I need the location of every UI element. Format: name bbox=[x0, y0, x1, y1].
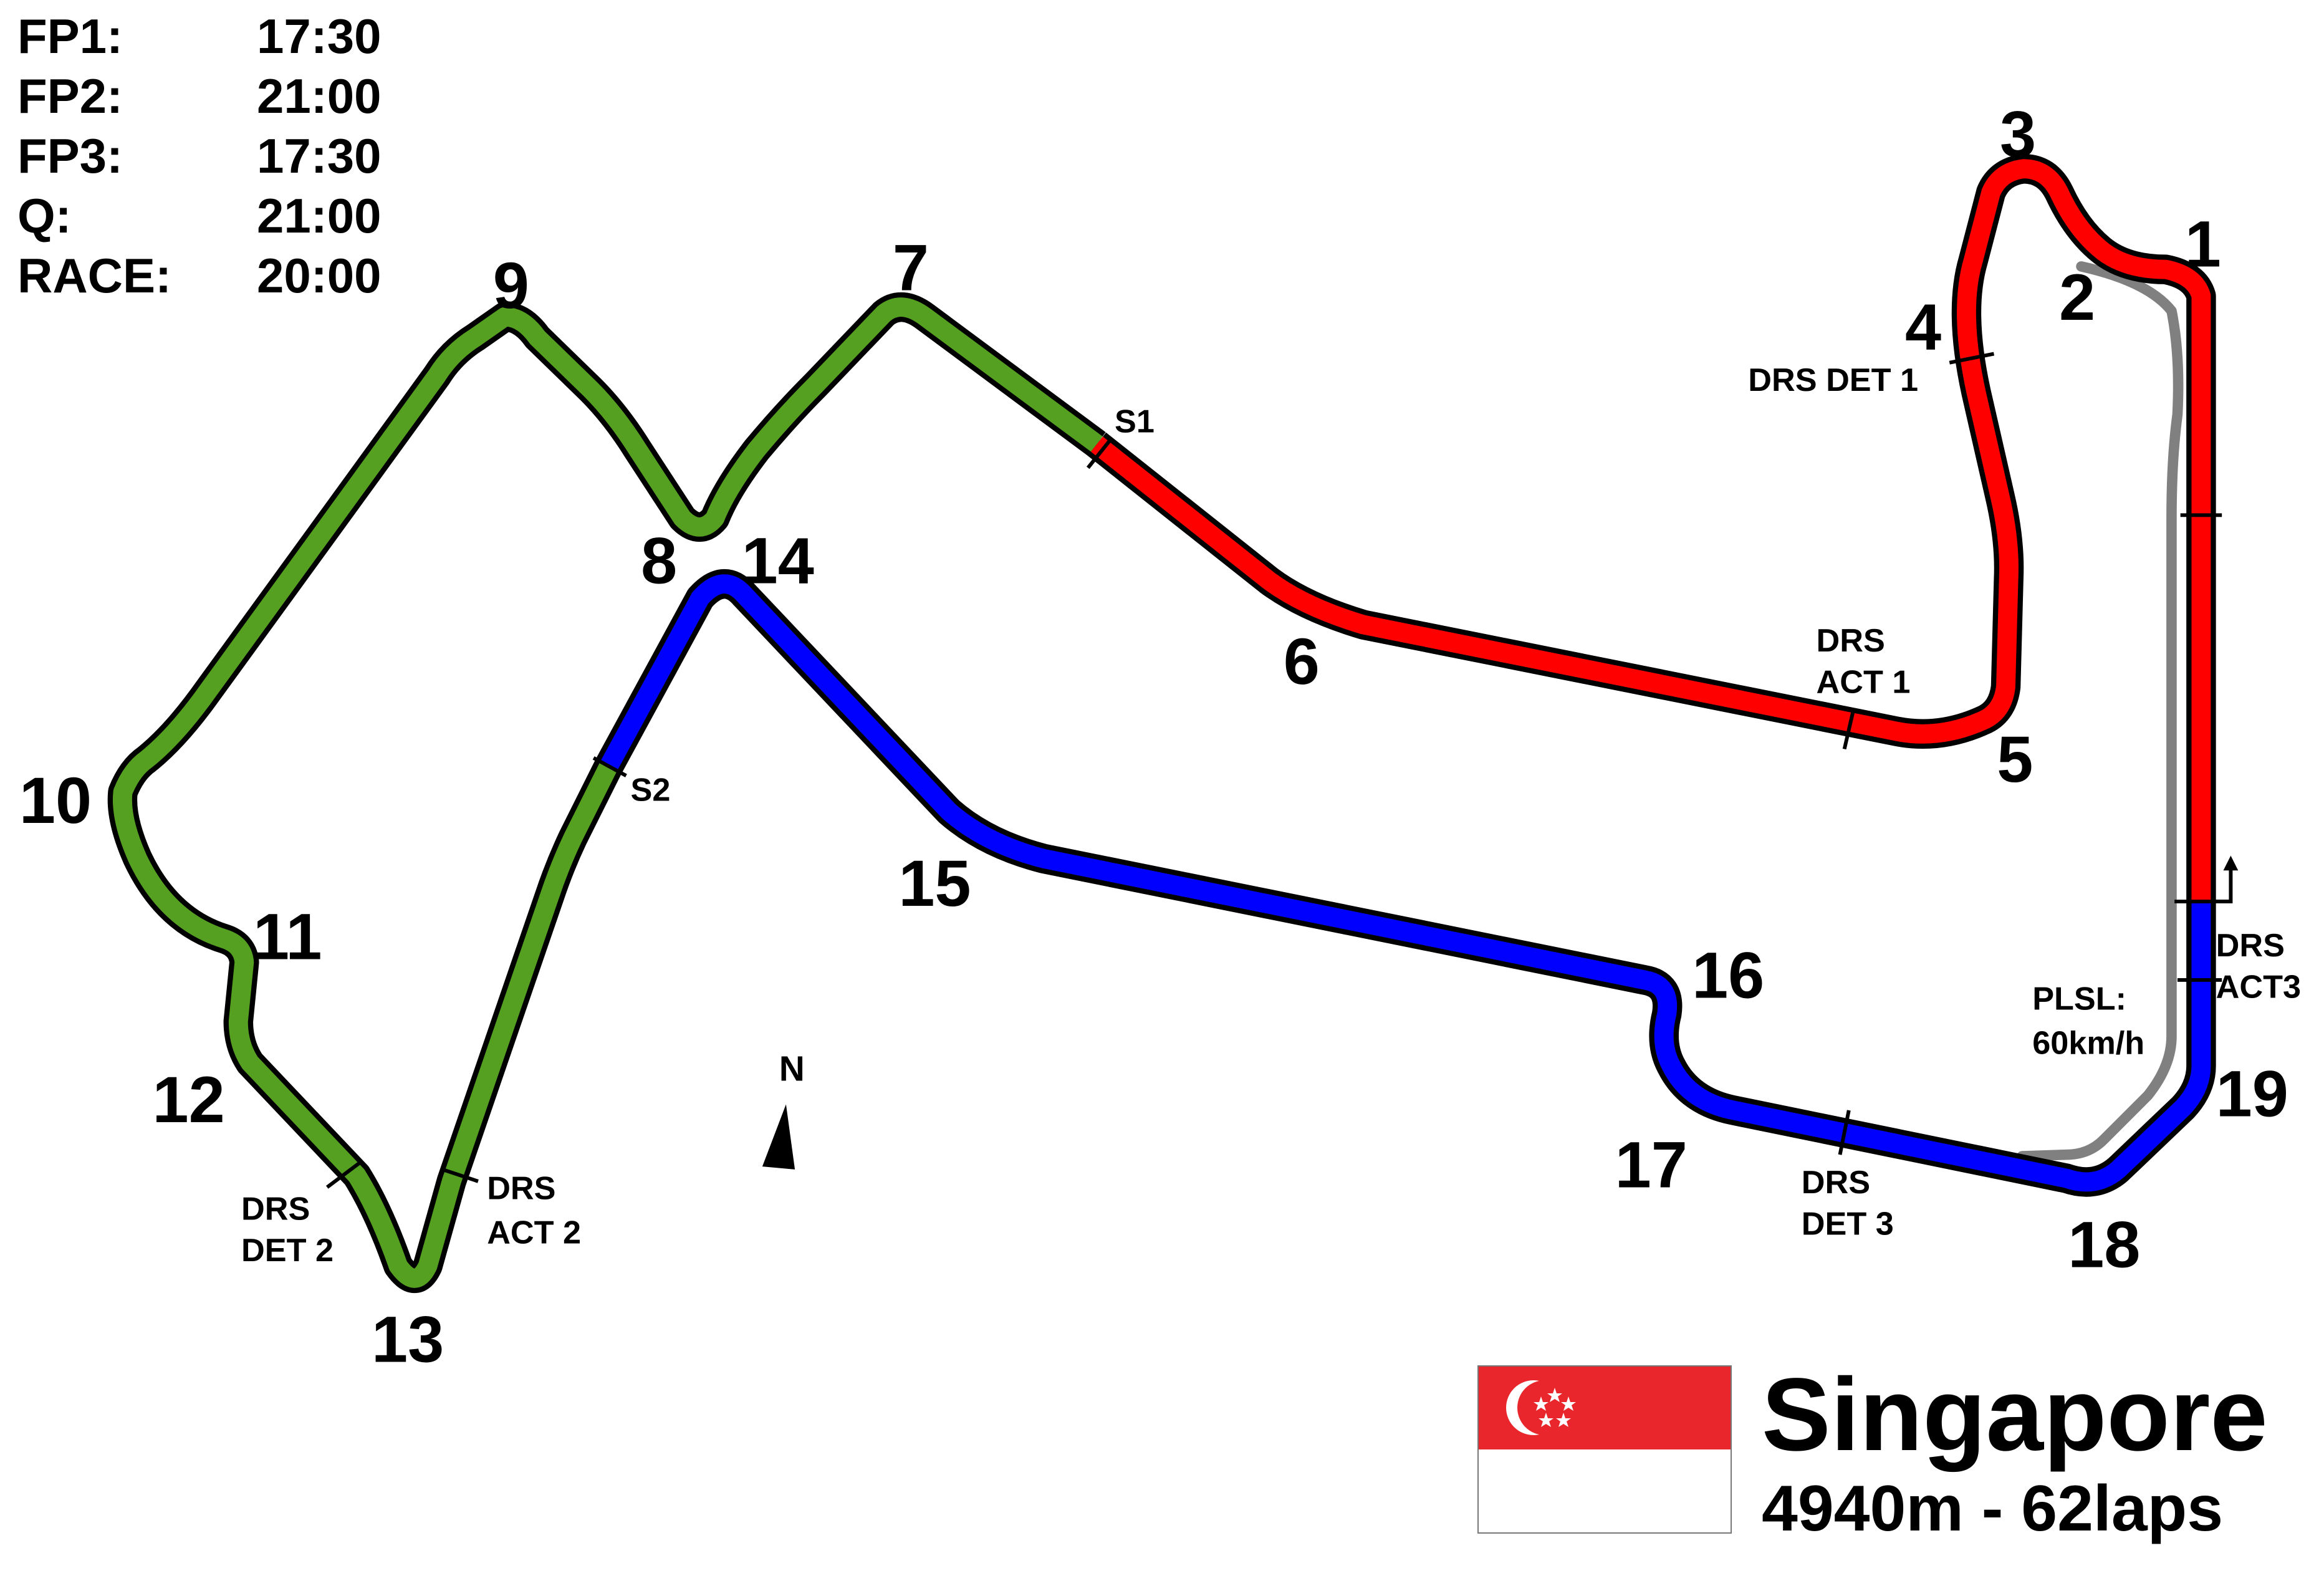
session-label: FP2: bbox=[17, 69, 123, 123]
circuit-name: Singapore bbox=[1762, 1357, 2268, 1473]
turn-label-1: 1 bbox=[2185, 208, 2221, 281]
north-arrow-icon bbox=[762, 1104, 795, 1170]
turn-label-8: 8 bbox=[641, 525, 677, 598]
turn-label-12: 12 bbox=[153, 1064, 225, 1136]
turn-label-7: 7 bbox=[893, 231, 929, 304]
session-time: 21:00 bbox=[257, 188, 382, 243]
north-label: N bbox=[779, 1049, 805, 1088]
session-time: 17:30 bbox=[257, 9, 382, 64]
sector-2-track bbox=[107, 292, 1106, 1293]
session-label: RACE: bbox=[17, 248, 171, 303]
sector-3-track bbox=[595, 569, 2216, 1197]
turn-label-18: 18 bbox=[2068, 1209, 2140, 1282]
turn-label-16: 16 bbox=[1692, 939, 1764, 1012]
drs-det-3-line bbox=[1838, 1110, 1851, 1155]
turn-label-4: 4 bbox=[1905, 291, 1941, 363]
drs-act-2-label-line1: DRS bbox=[487, 1170, 555, 1206]
session-label: FP1: bbox=[17, 9, 123, 64]
drs-det-2-line bbox=[325, 1159, 364, 1189]
turn-label-17: 17 bbox=[1615, 1128, 1688, 1201]
turn-label-19: 19 bbox=[2216, 1057, 2288, 1130]
session-label: Q: bbox=[17, 188, 72, 243]
drs-det-3-label-line2: DET 3 bbox=[1802, 1206, 1894, 1242]
drs-act-1-label-line1: DRS bbox=[1817, 623, 1885, 659]
drs-act-1-label-line2: ACT 1 bbox=[1817, 664, 1911, 700]
drs-det-3-label-line1: DRS bbox=[1802, 1165, 1870, 1201]
drs-act-3-label-line2: ACT3 bbox=[2216, 969, 2301, 1005]
session-time: 17:30 bbox=[257, 128, 382, 183]
start-direction-arrow-icon bbox=[2212, 855, 2239, 904]
pit-limit-label-line2: 60km/h bbox=[2032, 1026, 2144, 1062]
turn-label-14: 14 bbox=[742, 525, 814, 598]
s1-label: S1 bbox=[1115, 403, 1155, 440]
session-time: 20:00 bbox=[257, 248, 382, 303]
turn-label-2: 2 bbox=[2059, 261, 2095, 334]
flag-graphic bbox=[1479, 1367, 1731, 1532]
sector-1-track bbox=[1087, 153, 2216, 903]
turn-label-6: 6 bbox=[1284, 625, 1320, 698]
circuit-length-laps: 4940m - 62laps bbox=[1762, 1473, 2224, 1545]
drs-det-1-line bbox=[1949, 352, 1995, 365]
drs-act-3-label-line1: DRS bbox=[2216, 928, 2285, 964]
turn-label-3: 3 bbox=[2000, 99, 2036, 171]
track-markers bbox=[325, 352, 2231, 1189]
turn-label-10: 10 bbox=[19, 764, 92, 837]
pit-limit-label-line1: PLSL: bbox=[2032, 981, 2126, 1017]
drs-det-1-label: DRS DET 1 bbox=[1748, 362, 1918, 398]
pit-lane bbox=[2017, 261, 2184, 1161]
turn-label-15: 15 bbox=[898, 847, 971, 920]
s1-line bbox=[1086, 437, 1113, 469]
singapore-flag-icon bbox=[1477, 1365, 1732, 1534]
drs-det-2-label-line2: DET 2 bbox=[241, 1233, 334, 1269]
drs-det-2-label-line1: DRS bbox=[241, 1191, 310, 1228]
drs-act-2-line bbox=[442, 1168, 479, 1183]
session-time: 21:00 bbox=[257, 69, 382, 123]
drs-act-1-line bbox=[1842, 710, 1855, 750]
turn-label-13: 13 bbox=[372, 1304, 444, 1377]
drs-act-2-label-line2: ACT 2 bbox=[487, 1215, 581, 1251]
session-label: FP3: bbox=[17, 128, 123, 183]
turn-label-5: 5 bbox=[1997, 723, 2033, 796]
turn-label-11: 11 bbox=[253, 901, 322, 974]
s2-label: S2 bbox=[631, 772, 671, 809]
turn-label-9: 9 bbox=[493, 249, 529, 322]
s2-line bbox=[592, 756, 627, 777]
